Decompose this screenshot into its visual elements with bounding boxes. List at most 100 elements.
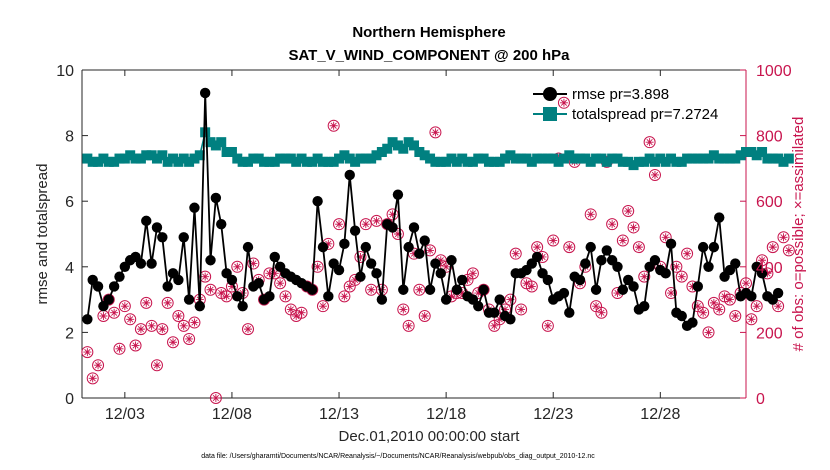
totalspread-point <box>521 153 532 164</box>
obs-assimilated-marker <box>613 289 622 298</box>
obs-assimilated-marker <box>120 302 129 311</box>
totalspread-point <box>376 147 387 157</box>
obs-possible-marker <box>547 234 560 247</box>
obs-point <box>659 231 672 244</box>
obs-possible-marker <box>172 310 185 322</box>
totalspread-point <box>291 156 302 167</box>
totalspread-point <box>457 153 468 164</box>
totalspread-point <box>226 147 237 157</box>
chart-subtitle: SAT_V_WIND_COMPONENT @ 200 hPa <box>288 47 570 64</box>
obs-possible-marker <box>606 218 619 231</box>
totalspread-point <box>666 153 677 164</box>
rmse-point <box>756 268 768 279</box>
totalspread-point <box>398 143 409 154</box>
obs-point <box>670 260 683 273</box>
obs-point <box>284 303 297 316</box>
obs-possible-marker <box>557 96 570 109</box>
rmse-point <box>430 258 441 269</box>
rmse-point <box>473 300 484 312</box>
obs-assimilated-marker <box>506 295 515 304</box>
totalspread-point <box>141 150 152 161</box>
totalspread-point <box>467 156 478 167</box>
obs-assimilated-marker <box>629 223 638 232</box>
obs-point <box>622 205 635 218</box>
obs-assimilated-marker <box>270 269 279 278</box>
totalspread-point <box>687 153 698 164</box>
rmse-point <box>585 241 596 253</box>
rmse-point <box>162 281 173 292</box>
obs-assimilated-marker <box>693 302 702 311</box>
obs-possible-marker <box>525 280 538 293</box>
legend-spread-marker <box>543 107 557 121</box>
obs-assimilated-marker <box>774 302 783 311</box>
obs-assimilated-marker <box>731 312 740 320</box>
totalspread-point <box>500 153 511 164</box>
obs-possible-marker <box>782 244 795 257</box>
totalspread-point <box>243 156 253 167</box>
totalspread-point <box>109 156 120 167</box>
rmse-point <box>660 268 671 279</box>
obs-point <box>729 310 742 322</box>
axis-ticks <box>82 69 746 399</box>
obs-assimilated-marker <box>115 344 124 353</box>
totalspread-point <box>269 156 280 167</box>
totalspread-point <box>409 140 419 151</box>
x-tick-label: 12/03 <box>105 406 145 423</box>
obs-assimilated-marker <box>276 279 285 288</box>
rmse-point <box>505 314 516 325</box>
totalspread-point <box>392 140 403 151</box>
obs-possible-marker <box>209 392 222 404</box>
totalspread-point <box>414 147 425 157</box>
totalspread-point <box>692 153 703 164</box>
rmse-point <box>558 287 570 299</box>
obs-possible-marker <box>756 254 769 267</box>
obs-point <box>338 290 351 303</box>
obs-point <box>606 218 619 231</box>
obs-point <box>209 392 222 404</box>
rmse-point <box>92 281 104 292</box>
obs-point <box>466 267 479 280</box>
rmse-point <box>232 291 243 302</box>
obs-assimilated-marker <box>356 252 365 261</box>
rmse-point <box>183 294 195 305</box>
obs-possible-marker <box>140 296 153 309</box>
obs-point <box>274 277 287 290</box>
totalspread-point <box>575 153 585 164</box>
obs-possible-marker <box>504 293 517 306</box>
obs-possible-marker <box>750 300 763 313</box>
obs-assimilated-marker <box>533 243 542 252</box>
rmse-point <box>451 284 463 295</box>
obs-assimilated-marker <box>249 259 258 268</box>
totalspread-point <box>510 153 521 164</box>
obs-possible-marker <box>466 267 479 280</box>
totalspread-point <box>741 147 751 157</box>
obs-assimilated-marker <box>517 305 526 314</box>
obs-point <box>134 323 147 336</box>
y-right-tick-label: 600 <box>756 194 783 211</box>
y-left-tick-label: 4 <box>65 260 74 277</box>
x-tick-label: 12/23 <box>533 406 573 423</box>
legend-spread-label: totalspread pr=7.2724 <box>572 106 718 123</box>
obs-point <box>343 280 356 293</box>
obs-assimilated-marker <box>163 298 172 307</box>
totalspread-point <box>253 153 264 164</box>
totalspread-point <box>275 153 286 164</box>
obs-assimilated-marker <box>99 312 108 320</box>
rmse-point <box>365 258 377 269</box>
obs-assimilated-marker <box>94 361 103 370</box>
obs-possible-marker <box>391 228 404 240</box>
obs-point <box>118 300 131 313</box>
rmse-point <box>703 261 714 272</box>
obs-assimilated-marker <box>126 315 135 324</box>
rmse-point <box>317 241 329 253</box>
rmse-point <box>542 274 554 286</box>
rmse-point <box>355 271 366 282</box>
obs-assimilated-marker <box>474 289 483 298</box>
rmse-point <box>612 261 623 272</box>
obs-assimilated-marker <box>297 308 306 317</box>
obs-assimilated-marker <box>169 338 178 347</box>
totalspread-point <box>580 153 591 164</box>
rmse-point <box>424 284 436 295</box>
obs-possible-marker <box>338 290 351 303</box>
obs-assimilated-marker <box>233 262 242 271</box>
